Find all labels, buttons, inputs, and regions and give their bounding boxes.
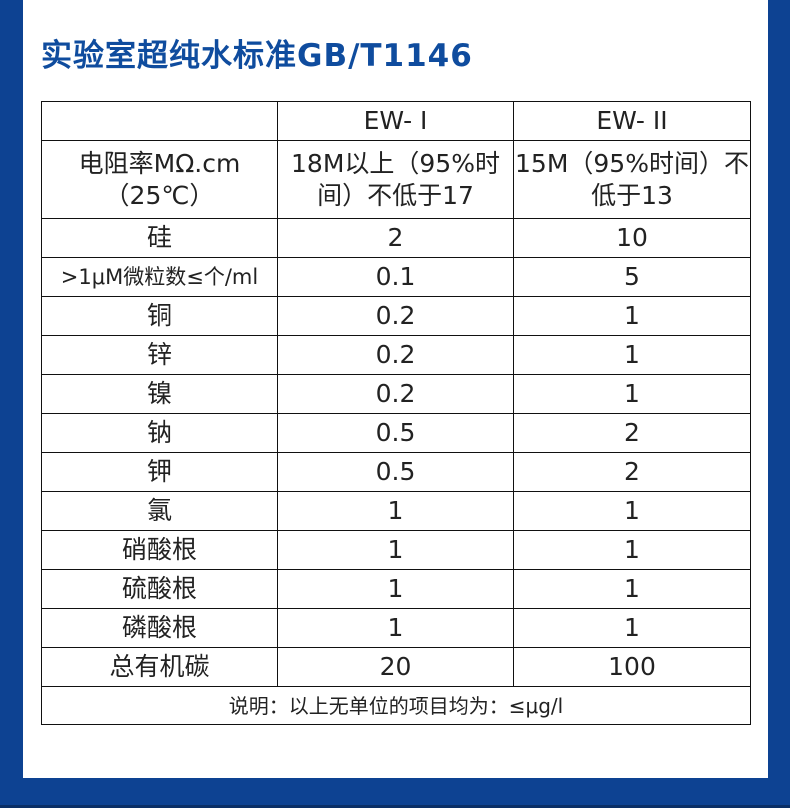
table-row: 硅 2 10 [41,218,751,258]
page-title: 实验室超纯水标准GB/T1146 [41,38,473,74]
value-cell: 2 [513,452,751,492]
table-row: 铜 0.2 1 [41,296,751,336]
table-row: 锌 0.2 1 [41,335,751,375]
table-row: EW- I EW- II [41,101,751,141]
value-cell: 1 [277,608,514,648]
table-row: >1μM微粒数≤个/ml 0.1 5 [41,257,751,297]
value-cell: 0.2 [277,335,514,375]
value-cell: 1 [513,296,751,336]
value-cell: 5 [513,257,751,297]
row-label-cell: >1μM微粒数≤个/ml [41,257,278,297]
table-row: 电阻率MΩ.cm（25℃） 18M以上（95%时间）不低于17 15M（95%时间）… [41,140,751,219]
value-cell: 1 [513,491,751,531]
table-row: 镍 0.2 1 [41,374,751,414]
row-label-cell: 氯 [41,491,278,531]
value-cell: 2 [513,413,751,453]
value-cell: 1 [277,491,514,531]
table-row: 磷酸根 1 1 [41,608,751,648]
value-cell: 10 [513,218,751,258]
row-label-cell: 锌 [41,335,278,375]
value-cell: 15M（95%时间）不低于13 [513,140,751,219]
value-cell: 18M以上（95%时间）不低于17 [277,140,514,219]
table-row: 硝酸根 1 1 [41,530,751,570]
row-label-cell: 铜 [41,296,278,336]
table-row: 钾 0.5 2 [41,452,751,492]
value-cell: 2 [277,218,514,258]
value-cell: 0.2 [277,296,514,336]
value-cell: 0.5 [277,452,514,492]
value-cell: EW- I [277,101,514,141]
value-cell: 0.5 [277,413,514,453]
row-label-cell: 电阻率MΩ.cm（25℃） [41,140,278,219]
row-label-cell: 总有机碳 [41,647,278,687]
value-cell: 1 [513,569,751,609]
value-cell: EW- II [513,101,751,141]
row-label-cell: 镍 [41,374,278,414]
value-cell: 1 [277,569,514,609]
value-cell: 0.1 [277,257,514,297]
row-label-cell: 硫酸根 [41,569,278,609]
standards-table: EW- I EW- II 电阻率MΩ.cm（25℃） 18M以上（95%时间）不低于1… [41,101,751,725]
row-label-cell: 钠 [41,413,278,453]
value-cell: 1 [277,530,514,570]
note-row: 说明：以上无单位的项目均为：≤μg/l [41,686,751,725]
row-label-cell: 钾 [41,452,278,492]
value-cell: 1 [513,374,751,414]
table-row: 硫酸根 1 1 [41,569,751,609]
value-cell: 1 [513,608,751,648]
note-text: 说明：以上无单位的项目均为：≤μg/l [41,686,751,725]
row-label-cell: 硝酸根 [41,530,278,570]
row-label-cell: 磷酸根 [41,608,278,648]
row-label-cell: 硅 [41,218,278,258]
value-cell: 100 [513,647,751,687]
header-cell [41,101,278,141]
value-cell: 1 [513,530,751,570]
value-cell: 0.2 [277,374,514,414]
table-row: 钠 0.5 2 [41,413,751,453]
frame-bottom-line [0,805,790,808]
value-cell: 1 [513,335,751,375]
value-cell: 20 [277,647,514,687]
table-row: 总有机碳 20 100 [41,647,751,687]
